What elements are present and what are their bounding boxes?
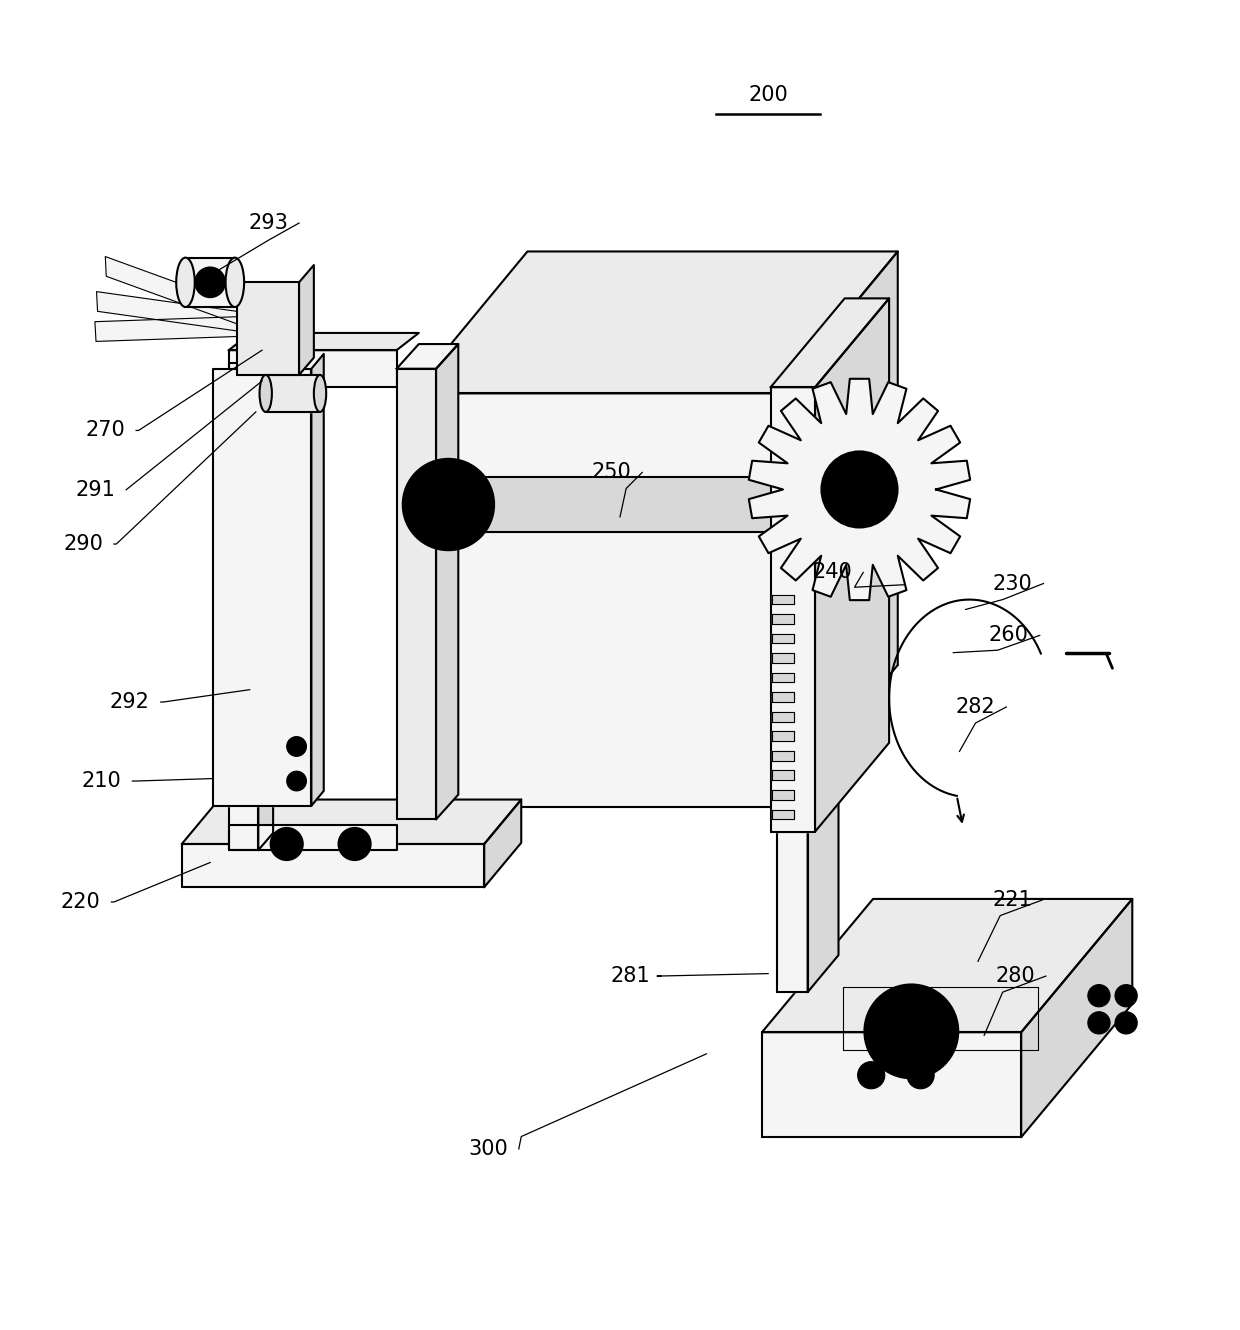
Polygon shape bbox=[771, 595, 794, 604]
Polygon shape bbox=[228, 826, 397, 850]
Circle shape bbox=[1115, 1012, 1137, 1033]
Polygon shape bbox=[455, 477, 885, 532]
Circle shape bbox=[821, 451, 898, 528]
Text: 290: 290 bbox=[63, 535, 103, 555]
Polygon shape bbox=[815, 298, 889, 831]
Polygon shape bbox=[761, 1032, 1022, 1137]
Circle shape bbox=[864, 984, 959, 1079]
Polygon shape bbox=[410, 394, 780, 807]
Polygon shape bbox=[771, 653, 794, 662]
Polygon shape bbox=[771, 751, 794, 761]
Ellipse shape bbox=[226, 258, 244, 307]
Text: 270: 270 bbox=[86, 420, 125, 440]
Polygon shape bbox=[95, 315, 269, 342]
Polygon shape bbox=[258, 346, 273, 850]
Text: 291: 291 bbox=[76, 480, 115, 500]
Circle shape bbox=[286, 737, 306, 757]
Circle shape bbox=[403, 459, 494, 551]
Text: 220: 220 bbox=[61, 892, 100, 912]
Polygon shape bbox=[311, 354, 324, 806]
Polygon shape bbox=[265, 375, 320, 412]
Polygon shape bbox=[436, 344, 459, 819]
Polygon shape bbox=[182, 799, 521, 845]
Polygon shape bbox=[410, 251, 898, 394]
Polygon shape bbox=[237, 282, 299, 375]
Circle shape bbox=[279, 837, 294, 851]
Circle shape bbox=[1115, 984, 1137, 1007]
Polygon shape bbox=[761, 899, 1132, 1032]
Circle shape bbox=[196, 267, 224, 297]
Polygon shape bbox=[97, 291, 269, 335]
Text: 260: 260 bbox=[990, 625, 1029, 645]
Polygon shape bbox=[771, 692, 794, 702]
Polygon shape bbox=[749, 379, 970, 600]
Circle shape bbox=[415, 471, 482, 537]
Text: 300: 300 bbox=[467, 1138, 508, 1158]
Polygon shape bbox=[228, 332, 419, 350]
Text: 282: 282 bbox=[956, 697, 996, 717]
Text: 230: 230 bbox=[993, 573, 1033, 593]
Text: 200: 200 bbox=[748, 85, 787, 105]
Polygon shape bbox=[771, 810, 794, 819]
Circle shape bbox=[874, 496, 889, 511]
Text: 250: 250 bbox=[591, 463, 631, 483]
Polygon shape bbox=[807, 794, 838, 992]
Polygon shape bbox=[771, 712, 794, 722]
Polygon shape bbox=[182, 845, 484, 887]
Text: 240: 240 bbox=[812, 563, 852, 583]
Polygon shape bbox=[1022, 899, 1132, 1137]
Text: 281: 281 bbox=[610, 966, 650, 986]
Polygon shape bbox=[238, 283, 289, 331]
Ellipse shape bbox=[259, 375, 272, 412]
Circle shape bbox=[339, 829, 371, 861]
Text: 292: 292 bbox=[110, 692, 150, 712]
Circle shape bbox=[858, 1061, 885, 1089]
Circle shape bbox=[1087, 1012, 1110, 1033]
Circle shape bbox=[286, 771, 306, 791]
Ellipse shape bbox=[441, 477, 469, 532]
Polygon shape bbox=[299, 265, 314, 375]
Polygon shape bbox=[228, 363, 258, 850]
Text: 293: 293 bbox=[248, 213, 288, 233]
Polygon shape bbox=[776, 831, 807, 992]
Polygon shape bbox=[780, 251, 898, 807]
Circle shape bbox=[843, 473, 875, 505]
Polygon shape bbox=[228, 350, 397, 387]
Polygon shape bbox=[397, 368, 436, 819]
Polygon shape bbox=[397, 344, 459, 368]
Circle shape bbox=[270, 829, 303, 861]
Circle shape bbox=[906, 1061, 934, 1089]
Polygon shape bbox=[771, 673, 794, 682]
Polygon shape bbox=[771, 633, 794, 644]
Polygon shape bbox=[212, 368, 311, 806]
Circle shape bbox=[1087, 984, 1110, 1007]
Ellipse shape bbox=[314, 375, 326, 412]
Polygon shape bbox=[771, 790, 794, 799]
Text: 280: 280 bbox=[996, 966, 1035, 986]
Polygon shape bbox=[770, 387, 815, 831]
Polygon shape bbox=[771, 614, 794, 624]
Polygon shape bbox=[105, 257, 269, 335]
Polygon shape bbox=[771, 770, 794, 781]
Polygon shape bbox=[186, 258, 234, 307]
Circle shape bbox=[347, 837, 362, 851]
Polygon shape bbox=[484, 799, 521, 887]
Polygon shape bbox=[771, 732, 794, 741]
Circle shape bbox=[898, 1017, 925, 1045]
Text: 210: 210 bbox=[82, 771, 122, 791]
Circle shape bbox=[880, 1001, 942, 1061]
Ellipse shape bbox=[176, 258, 195, 307]
Text: 221: 221 bbox=[993, 890, 1033, 910]
Polygon shape bbox=[770, 298, 889, 387]
